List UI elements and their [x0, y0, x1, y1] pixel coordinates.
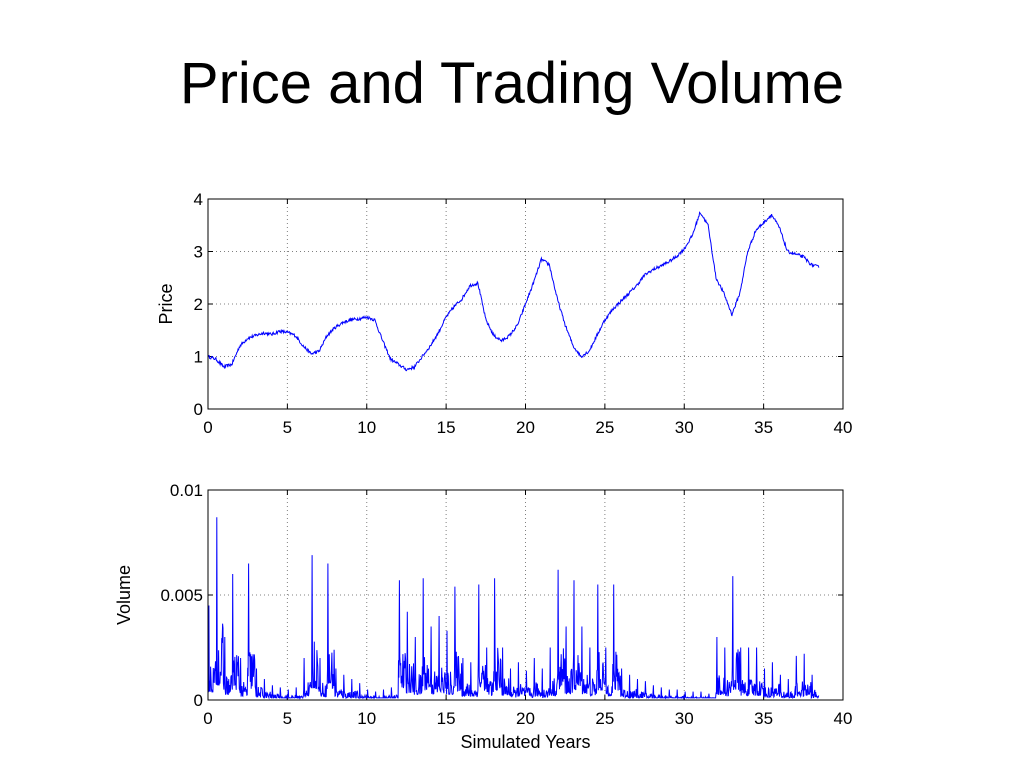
volume-x-tick-label: 25 — [595, 709, 614, 728]
price-x-tick-label: 40 — [834, 418, 853, 437]
price-plot-frame — [207, 198, 844, 410]
volume-x-axis-label: Simulated Years — [460, 732, 590, 752]
price-y-tick-label: 3 — [194, 243, 203, 262]
volume-y-axis-label: Volume — [114, 565, 134, 625]
volume-y-tick-label: 0 — [194, 691, 203, 710]
volume-y-tick-label: 0.01 — [170, 481, 203, 500]
price-series-line — [207, 211, 820, 372]
price-chart: 0 5 10 15 20 25 30 35 40 0 1 2 3 4 Price — [156, 190, 852, 437]
volume-x-tick-label: 15 — [437, 709, 456, 728]
volume-x-tick-label: 35 — [754, 709, 773, 728]
price-x-tick-label: 10 — [357, 418, 376, 437]
volume-x-tick-label: 10 — [357, 709, 376, 728]
volume-chart: 0 5 10 15 20 25 30 35 40 0 0.005 0.01 Volume Simulate… — [114, 481, 852, 752]
slide-title: Price and Trading Volume — [179, 51, 845, 116]
volume-x-tick-label: 5 — [283, 709, 292, 728]
price-y-tick-label: 2 — [194, 295, 203, 314]
price-x-tick-label: 0 — [203, 418, 212, 437]
volume-plot-frame — [207, 489, 844, 701]
price-y-tick-label: 0 — [194, 400, 203, 419]
volume-x-tick-label: 30 — [675, 709, 694, 728]
price-x-tick-label: 25 — [595, 418, 614, 437]
volume-x-tick-label: 0 — [203, 709, 212, 728]
price-x-tick-label: 30 — [675, 418, 694, 437]
volume-y-tick-label: 0.005 — [160, 586, 203, 605]
price-x-tick-label: 5 — [283, 418, 292, 437]
price-x-tick-label: 20 — [516, 418, 535, 437]
price-y-tick-label: 1 — [194, 348, 203, 367]
price-y-axis-label: Price — [156, 283, 176, 324]
volume-x-tick-label: 40 — [834, 709, 853, 728]
price-x-tick-label: 15 — [437, 418, 456, 437]
volume-x-tick-label: 20 — [516, 709, 535, 728]
volume-series-line — [207, 517, 820, 700]
price-y-tick-label: 4 — [194, 190, 203, 209]
price-x-tick-label: 35 — [754, 418, 773, 437]
